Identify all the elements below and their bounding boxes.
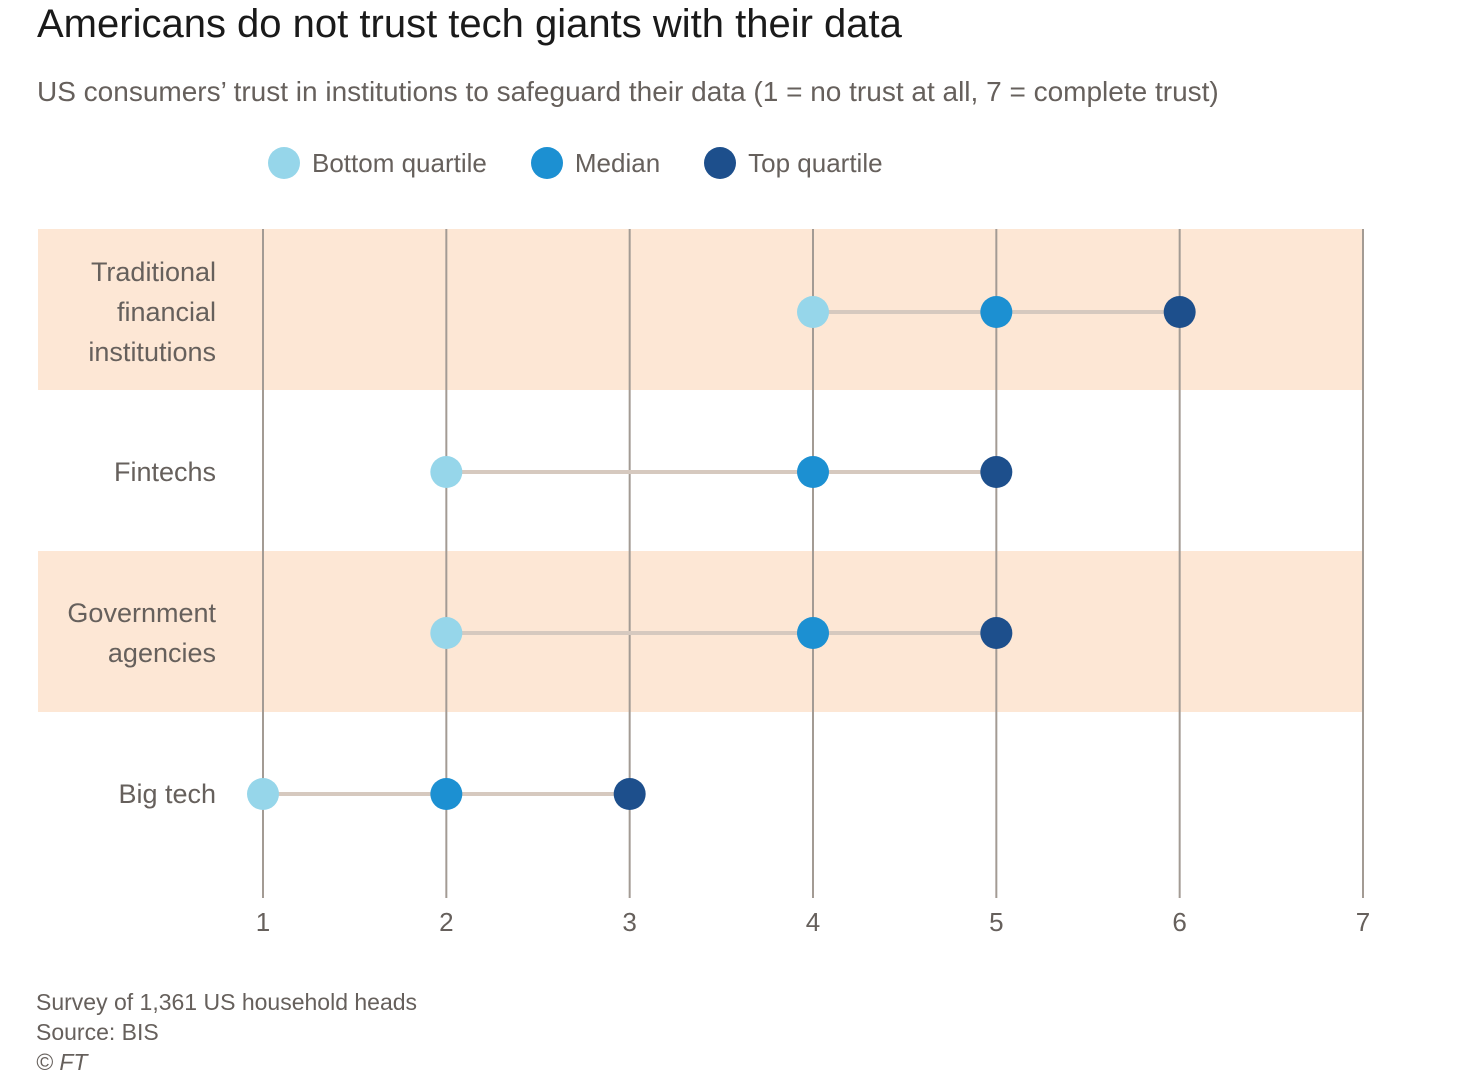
legend-swatch-top-quartile bbox=[704, 147, 737, 179]
x-tick-label-2: 2 bbox=[439, 907, 453, 937]
category-label-line: institutions bbox=[88, 337, 216, 367]
x-tick-label-5: 5 bbox=[989, 907, 1003, 937]
dot-bottom-quartile bbox=[247, 778, 279, 810]
data-rows bbox=[247, 296, 1196, 810]
footer-note: Survey of 1,361 US household heads bbox=[36, 989, 418, 1015]
row-bands bbox=[38, 229, 1363, 712]
dot-bottom-quartile bbox=[430, 617, 463, 649]
legend-item-top-quartile: Top quartile bbox=[704, 147, 883, 179]
category-label-0: Traditional financial institutions bbox=[88, 257, 216, 367]
chart-subtitle: US consumers’ trust in institutions to s… bbox=[37, 76, 1219, 107]
x-gridlines bbox=[262, 229, 1364, 898]
data-row-2 bbox=[430, 617, 1013, 649]
chart-footer: Survey of 1,361 US household heads Sourc… bbox=[36, 987, 417, 1077]
legend-label-top-quartile: Top quartile bbox=[748, 147, 883, 178]
legend-label-median: Median bbox=[574, 147, 661, 178]
x-tick-label-6: 6 bbox=[1172, 907, 1186, 937]
category-label-line: agencies bbox=[108, 638, 216, 668]
row-band-0 bbox=[38, 229, 1363, 390]
legend-item-bottom-quartile: Bottom quartile bbox=[268, 147, 487, 179]
x-tick-label-4: 4 bbox=[806, 907, 820, 937]
dot-top-quartile bbox=[980, 456, 1013, 488]
dot-bottom-quartile bbox=[430, 456, 463, 488]
category-label-line: financial bbox=[117, 297, 216, 327]
x-tick-label-3: 3 bbox=[622, 907, 636, 937]
chart-legend: Bottom quartile Median Top quartile bbox=[268, 146, 927, 180]
category-label-line: Traditional bbox=[91, 257, 216, 287]
x-tick-label-1: 1 bbox=[256, 907, 270, 937]
legend-label-bottom-quartile: Bottom quartile bbox=[312, 147, 487, 178]
dot-median bbox=[430, 778, 463, 810]
dot-top-quartile bbox=[1163, 296, 1196, 328]
category-label-2: Government agencies bbox=[67, 598, 216, 668]
category-label-line: Government bbox=[67, 598, 216, 628]
dot-top-quartile bbox=[980, 617, 1013, 649]
footer-source: Source: BIS bbox=[36, 1019, 159, 1045]
footer-credit: © FT bbox=[36, 1049, 88, 1075]
category-label-line: Fintechs bbox=[114, 457, 216, 487]
category-label-1: Fintechs bbox=[114, 457, 216, 487]
x-tick-labels: 1 2 3 4 5 6 7 bbox=[256, 907, 1370, 937]
category-label-line: Big tech bbox=[118, 779, 216, 809]
legend-swatch-median bbox=[530, 147, 563, 179]
dot-top-quartile bbox=[613, 778, 646, 810]
dot-median bbox=[797, 617, 829, 649]
dot-median bbox=[980, 296, 1013, 328]
legend-item-median: Median bbox=[530, 147, 661, 179]
data-row-0 bbox=[797, 296, 1196, 328]
dot-median bbox=[797, 456, 829, 488]
dot-bottom-quartile bbox=[797, 296, 829, 328]
x-tick-label-7: 7 bbox=[1356, 907, 1370, 937]
legend-swatch-bottom-quartile bbox=[268, 147, 300, 179]
category-labels: Traditional financial institutions Fintechs… bbox=[67, 257, 216, 809]
chart-title: Americans do not trust tech giants with … bbox=[37, 2, 902, 46]
data-row-1 bbox=[430, 456, 1013, 488]
data-row-3 bbox=[247, 778, 646, 810]
category-label-3: Big tech bbox=[118, 779, 216, 809]
